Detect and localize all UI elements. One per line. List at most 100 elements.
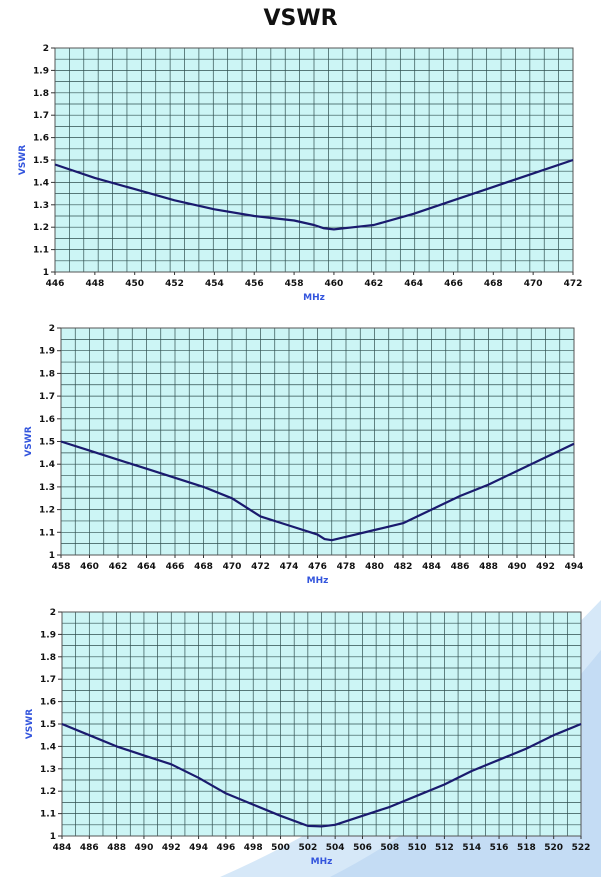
y-axis-label: VSWR	[25, 709, 35, 739]
y-tick-label: 1.9	[39, 347, 55, 357]
y-tick-label: 1.3	[40, 765, 56, 775]
chart-3-svg: 1 1.1 1.2 1.3 1.4 1.5 1.6 1.7 1.8 1.9 2 484 486 488 49…	[25, 608, 591, 867]
x-tick-label: 522	[572, 843, 591, 853]
y-tick-label: 1.6	[40, 698, 56, 708]
x-tick-label: 500	[271, 843, 290, 853]
x-tick-label: 490	[135, 843, 154, 853]
x-tick-label: 496	[216, 843, 235, 853]
x-tick-label: 512	[435, 843, 454, 853]
x-tick-label: 470	[223, 562, 242, 572]
x-tick-label: 494	[565, 562, 584, 572]
x-axis-label: MHz	[303, 293, 325, 303]
x-tick-label: 458	[285, 279, 304, 289]
x-tick-label: 484	[53, 843, 72, 853]
x-tick-label: 502	[298, 843, 317, 853]
x-tick-label: 488	[107, 843, 126, 853]
x-tick-label: 516	[490, 843, 509, 853]
chart-1-svg: 1 1.1 1.2 1.3 1.4 1.5 1.6 1.7 1.8 1.9 2 446 448 450 45…	[18, 44, 583, 303]
x-tick-label: 514	[462, 843, 481, 853]
y-tick-label: 1.7	[33, 111, 49, 121]
grid	[54, 47, 574, 273]
page-title: VSWR	[263, 6, 338, 31]
x-tick-label: 492	[162, 843, 181, 853]
x-tick-label: 454	[205, 279, 224, 289]
x-tick-label: 494	[189, 843, 208, 853]
series-line	[61, 722, 582, 828]
x-tick-label: 468	[484, 279, 503, 289]
x-tick-label: 474	[280, 562, 299, 572]
y-axis-label: VSWR	[24, 426, 34, 456]
y-tick-label: 1.2	[39, 506, 55, 516]
chart-2: 1 1.1 1.2 1.3 1.4 1.5 1.6 1.7 1.8 1.9 2 458 460 462 46…	[0, 320, 601, 605]
y-tick-label: 1.6	[39, 415, 55, 425]
y-tick-label: 1	[50, 832, 56, 842]
x-tick-label: 448	[85, 279, 104, 289]
x-tick-label: 458	[52, 562, 71, 572]
x-tick-label: 464	[137, 562, 156, 572]
chart-3: 1 1.1 1.2 1.3 1.4 1.5 1.6 1.7 1.8 1.9 2 484 486 488 49…	[0, 604, 601, 877]
x-tick-label: 490	[508, 562, 527, 572]
y-tick-label: 1.3	[33, 201, 49, 211]
x-tick-label: 480	[365, 562, 384, 572]
x-tick-label: 460	[80, 562, 99, 572]
y-tick-label: 1.9	[40, 630, 56, 640]
series-line	[60, 440, 575, 542]
y-tick-label: 2	[49, 324, 55, 334]
y-tick-label: 1.4	[33, 178, 49, 188]
chart-2-svg: 1 1.1 1.2 1.3 1.4 1.5 1.6 1.7 1.8 1.9 2 458 460 462 46…	[24, 324, 584, 586]
x-tick-label: 470	[524, 279, 543, 289]
x-tick-label: 460	[325, 279, 344, 289]
x-tick-label: 476	[308, 562, 327, 572]
y-tick-label: 1.4	[39, 460, 55, 470]
x-tick-label: 468	[194, 562, 213, 572]
y-tick-label: 1.6	[33, 134, 49, 144]
y-tick-label: 1.2	[40, 787, 56, 797]
x-tick-label: 462	[364, 279, 383, 289]
x-axis-label: MHz	[307, 576, 329, 586]
x-tick-label: 488	[479, 562, 498, 572]
x-tick-label: 486	[80, 843, 99, 853]
y-tick-label: 1.3	[39, 483, 55, 493]
x-tick-label: 482	[394, 562, 413, 572]
x-tick-label: 508	[380, 843, 399, 853]
x-tick-label: 498	[244, 843, 263, 853]
x-tick-label: 464	[404, 279, 423, 289]
y-tick-label: 1.1	[33, 246, 49, 256]
y-tick-label: 1.5	[40, 720, 56, 730]
x-axis-label: MHz	[311, 857, 333, 867]
y-tick-label: 1	[43, 268, 49, 278]
x-tick-label: 472	[251, 562, 270, 572]
x-tick-label: 484	[422, 562, 441, 572]
grid	[61, 611, 582, 837]
y-tick-label: 1.7	[40, 675, 56, 685]
y-tick-label: 1	[49, 551, 55, 561]
x-tick-label: 506	[353, 843, 372, 853]
x-tick-label: 504	[326, 843, 345, 853]
y-tick-label: 1.1	[39, 528, 55, 538]
x-tick-label: 462	[109, 562, 128, 572]
y-tick-label: 1.5	[33, 156, 49, 166]
x-tick-label: 446	[46, 279, 65, 289]
x-tick-label: 456	[245, 279, 264, 289]
x-tick-label: 510	[408, 843, 427, 853]
x-tick-label: 518	[517, 843, 536, 853]
y-tick-label: 1.8	[40, 653, 56, 663]
y-tick-label: 1.4	[40, 742, 56, 752]
y-tick-label: 1.9	[33, 66, 49, 76]
y-axis-label: VSWR	[18, 145, 28, 175]
y-tick-label: 2	[50, 608, 56, 618]
x-tick-label: 466	[166, 562, 185, 572]
x-tick-label: 492	[536, 562, 555, 572]
y-tick-label: 1.7	[39, 392, 55, 402]
x-tick-label: 520	[544, 843, 563, 853]
grid	[60, 327, 575, 556]
x-tick-label: 478	[337, 562, 356, 572]
x-tick-label: 466	[444, 279, 463, 289]
y-tick-label: 2	[43, 44, 49, 54]
y-tick-label: 1.5	[39, 438, 55, 448]
series-line	[54, 158, 574, 231]
y-tick-label: 1.1	[40, 810, 56, 820]
y-tick-label: 1.8	[33, 89, 49, 99]
x-tick-label: 486	[451, 562, 470, 572]
x-tick-label: 472	[564, 279, 583, 289]
